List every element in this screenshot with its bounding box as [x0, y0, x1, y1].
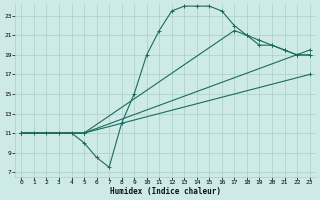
X-axis label: Humidex (Indice chaleur): Humidex (Indice chaleur) [110, 187, 221, 196]
